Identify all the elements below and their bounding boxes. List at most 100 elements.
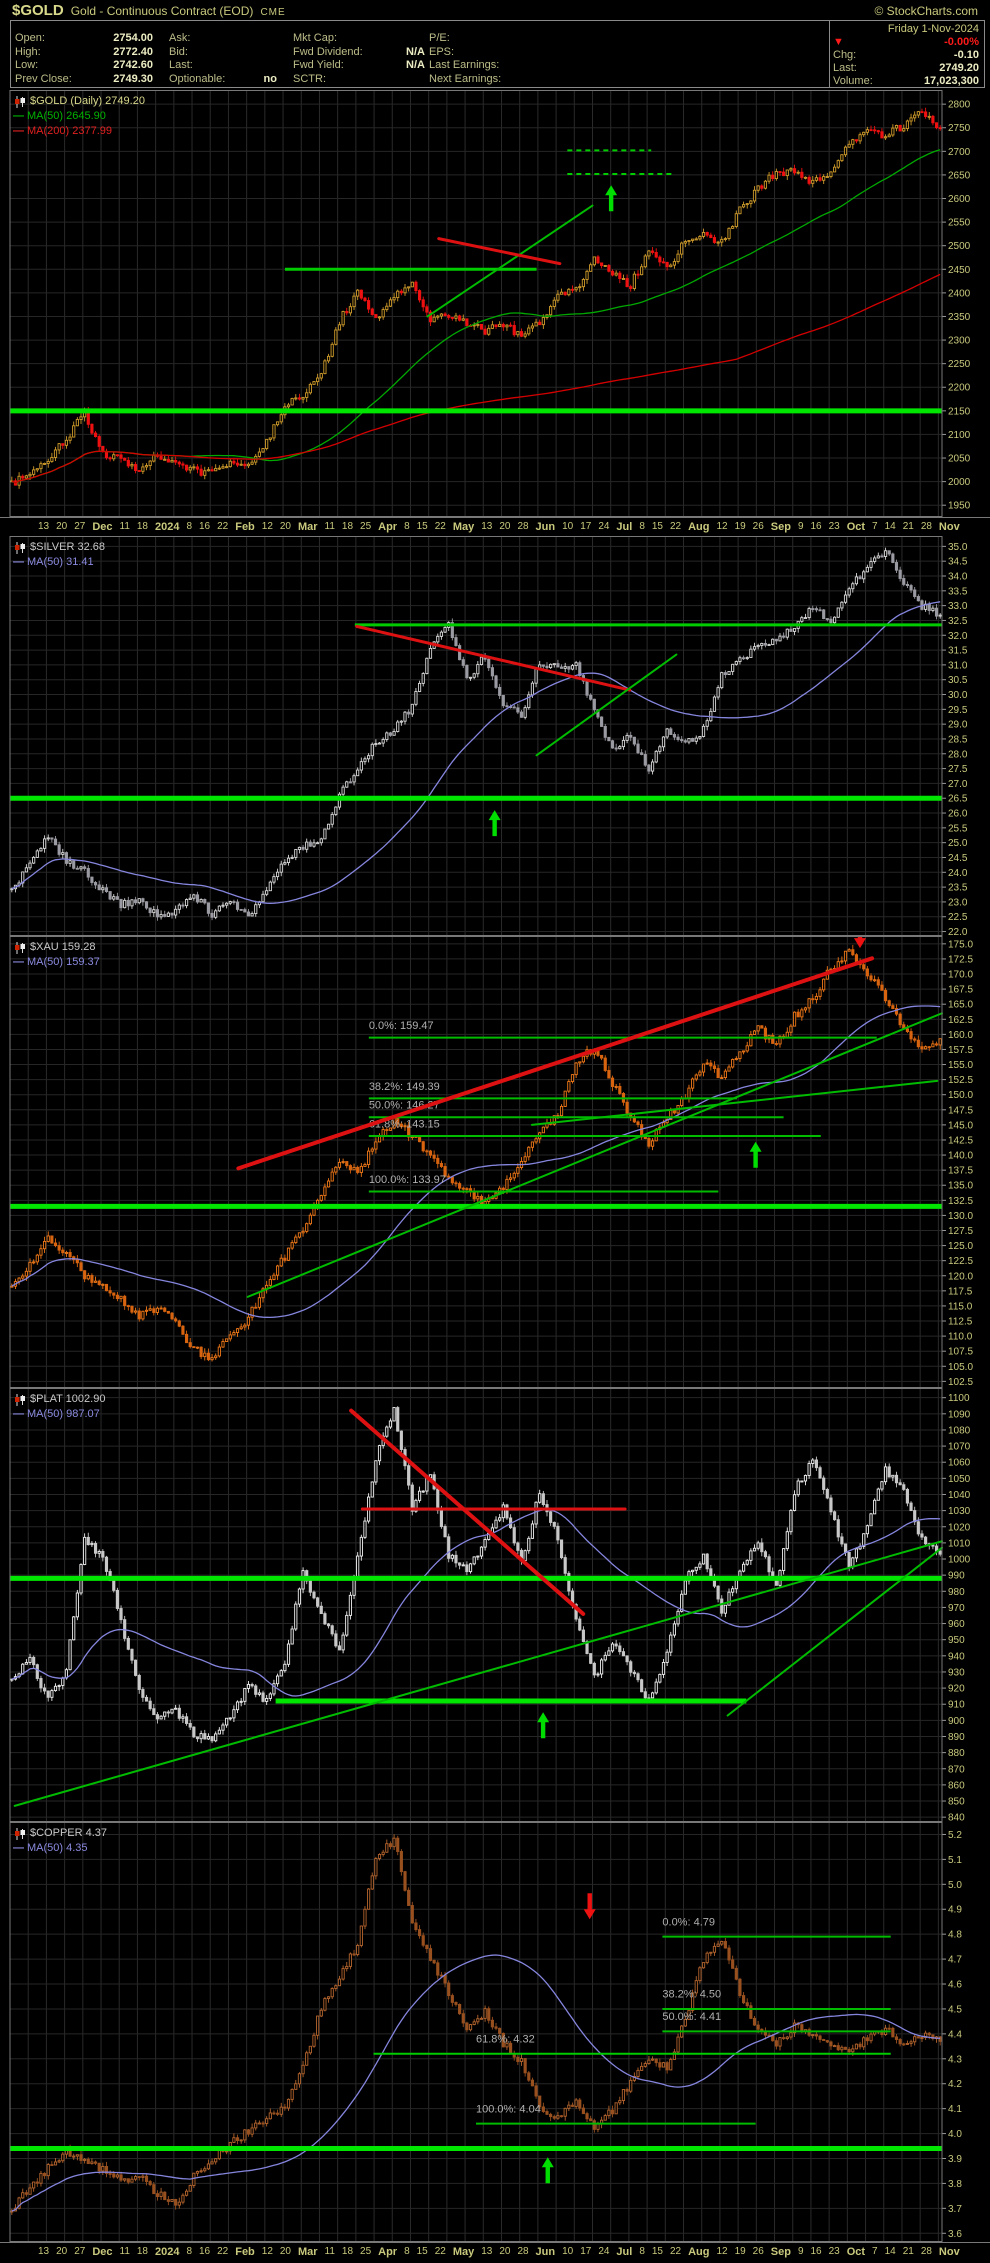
quote-row: Mkt Cap: bbox=[293, 32, 425, 46]
date-label: Mar bbox=[297, 521, 318, 533]
trend-line bbox=[236, 956, 875, 1171]
quote-right-rows: Chg: -0.10 Last: 2749.20 Volume: 17,023,300 bbox=[833, 48, 979, 87]
quote-column: Mkt Cap: Fwd Dividend: N/A Fwd Yield: N/A SCT… bbox=[293, 32, 425, 86]
svg-text:122.5: 122.5 bbox=[948, 1256, 973, 1267]
svg-text:165.0: 165.0 bbox=[948, 1000, 973, 1011]
date-label: 25 bbox=[360, 521, 372, 532]
quote-row: Prev Close: 2749.30 bbox=[15, 73, 153, 87]
svg-text:1060: 1060 bbox=[948, 1458, 971, 1469]
quote-row: Fwd Yield: N/A bbox=[293, 59, 425, 73]
quote-value: 2754.00 bbox=[113, 32, 153, 44]
legend-entry: — MA(50) 159.37 bbox=[13, 955, 100, 970]
date-label: Mar bbox=[297, 2246, 318, 2258]
date-label: Jul bbox=[616, 521, 633, 533]
legend-entry: $SILVER 32.68 bbox=[13, 540, 105, 555]
legend-line-swatch: — bbox=[13, 556, 24, 568]
svg-text:860: 860 bbox=[948, 1780, 965, 1791]
fib-label: 38.2%: 149.39 bbox=[369, 1081, 440, 1093]
date-label: Feb bbox=[235, 521, 255, 533]
date-label: 27 bbox=[74, 521, 86, 532]
percent-change: -0.00% bbox=[944, 35, 979, 48]
quote-label: P/E: bbox=[429, 32, 450, 44]
copyright: © StockCharts.com bbox=[874, 4, 978, 18]
legend-entry: — MA(50) 987.07 bbox=[13, 1407, 105, 1422]
fib-label: 50.0%: 4.41 bbox=[662, 2011, 721, 2023]
svg-text:140.0: 140.0 bbox=[948, 1151, 973, 1162]
quote-value: 2749.20 bbox=[939, 61, 979, 74]
svg-text:2550: 2550 bbox=[948, 218, 971, 229]
date-label: 8 bbox=[639, 521, 645, 532]
legend-text: $XAU 159.28 bbox=[30, 941, 96, 953]
date-label: 9 bbox=[797, 521, 804, 532]
svg-text:175.0: 175.0 bbox=[948, 939, 973, 950]
svg-text:2150: 2150 bbox=[948, 406, 971, 417]
svg-text:2200: 2200 bbox=[948, 383, 971, 394]
svg-text:4.2: 4.2 bbox=[948, 2079, 962, 2090]
ma-lines bbox=[11, 1509, 941, 1697]
svg-text:3.6: 3.6 bbox=[948, 2229, 962, 2240]
svg-text:125.0: 125.0 bbox=[948, 1241, 973, 1252]
date-label: 7 bbox=[872, 2246, 878, 2257]
fib-label: 100.0%: 133.97 bbox=[369, 1174, 446, 1186]
panel-legend: $SILVER 32.68 — MA(50) 31.41 bbox=[13, 540, 105, 570]
date-label: 18 bbox=[341, 521, 354, 532]
date-label: 15 bbox=[416, 521, 428, 532]
svg-text:26.5: 26.5 bbox=[948, 794, 968, 805]
date-label: 2024 bbox=[154, 521, 180, 533]
svg-text:2600: 2600 bbox=[948, 194, 971, 205]
svg-text:4.7: 4.7 bbox=[948, 1955, 962, 1966]
y-axis-labels: 175.0 172.5 170.0 167.5 165.0 162.5 160.0 157.5… bbox=[942, 939, 973, 1388]
date-label: 22 bbox=[217, 521, 229, 532]
date-label: 18 bbox=[341, 2246, 354, 2257]
trend-line bbox=[246, 1012, 943, 1298]
date-label: 8 bbox=[186, 521, 193, 532]
date-label: 11 bbox=[119, 2246, 130, 2257]
legend-line-swatch: — bbox=[13, 1842, 24, 1854]
svg-text:1000: 1000 bbox=[948, 1555, 971, 1566]
svg-text:32.5: 32.5 bbox=[948, 616, 968, 627]
svg-text:34.5: 34.5 bbox=[948, 557, 968, 568]
overlays bbox=[10, 149, 942, 414]
ma-lines bbox=[11, 1005, 941, 1319]
trend-line bbox=[355, 624, 632, 692]
trend-line bbox=[726, 1546, 943, 1717]
svg-text:28.0: 28.0 bbox=[948, 749, 968, 760]
date-label: 22 bbox=[669, 2246, 682, 2257]
trend-line bbox=[535, 653, 678, 757]
date-label: Dec bbox=[92, 521, 113, 533]
svg-text:3.8: 3.8 bbox=[948, 2179, 962, 2190]
legend-text: $GOLD (Daily) 2749.20 bbox=[30, 95, 145, 107]
date-label: May bbox=[452, 2246, 475, 2258]
date-label: 20 bbox=[499, 521, 511, 532]
quote-label: Last Earnings: bbox=[429, 59, 500, 71]
quote-value bbox=[523, 32, 559, 46]
date-label: 16 bbox=[199, 2246, 211, 2257]
legend-entry: $XAU 159.28 bbox=[13, 940, 100, 955]
svg-text:117.5: 117.5 bbox=[948, 1286, 973, 1297]
date-label: 27 bbox=[74, 2246, 86, 2257]
date-label: 13 bbox=[38, 2246, 50, 2257]
quote-value: no bbox=[263, 72, 277, 85]
date-label: 8 bbox=[404, 2246, 410, 2257]
legend-text: $SILVER 32.68 bbox=[30, 541, 106, 553]
date-label: 7 bbox=[872, 521, 878, 532]
svg-text:990: 990 bbox=[948, 1571, 965, 1582]
legend-text: MA(50) 4.35 bbox=[27, 1842, 88, 1854]
date-label: Oct bbox=[846, 2246, 866, 2258]
y-axis-labels: 1100 1090 1080 1070 1060 1050 1040 1030 1020 1010… bbox=[942, 1393, 971, 1822]
percent-change-row: ▼ -0.00% bbox=[833, 35, 979, 48]
candles bbox=[10, 107, 942, 489]
svg-text:2400: 2400 bbox=[948, 288, 971, 299]
date-label: 18 bbox=[136, 2246, 148, 2257]
svg-text:162.5: 162.5 bbox=[948, 1015, 973, 1026]
legend-entry: — MA(50) 2645.90 bbox=[13, 109, 145, 124]
svg-text:4.9: 4.9 bbox=[948, 1905, 962, 1916]
chartbug-icon bbox=[15, 941, 25, 954]
svg-text:155.0: 155.0 bbox=[948, 1060, 973, 1071]
quote-value: 17,023,300 bbox=[923, 74, 979, 87]
date-label: 15 bbox=[651, 521, 663, 532]
svg-text:960: 960 bbox=[948, 1619, 965, 1630]
ma-lines bbox=[11, 149, 941, 484]
svg-text:28.5: 28.5 bbox=[948, 734, 968, 745]
svg-text:112.5: 112.5 bbox=[948, 1317, 973, 1328]
